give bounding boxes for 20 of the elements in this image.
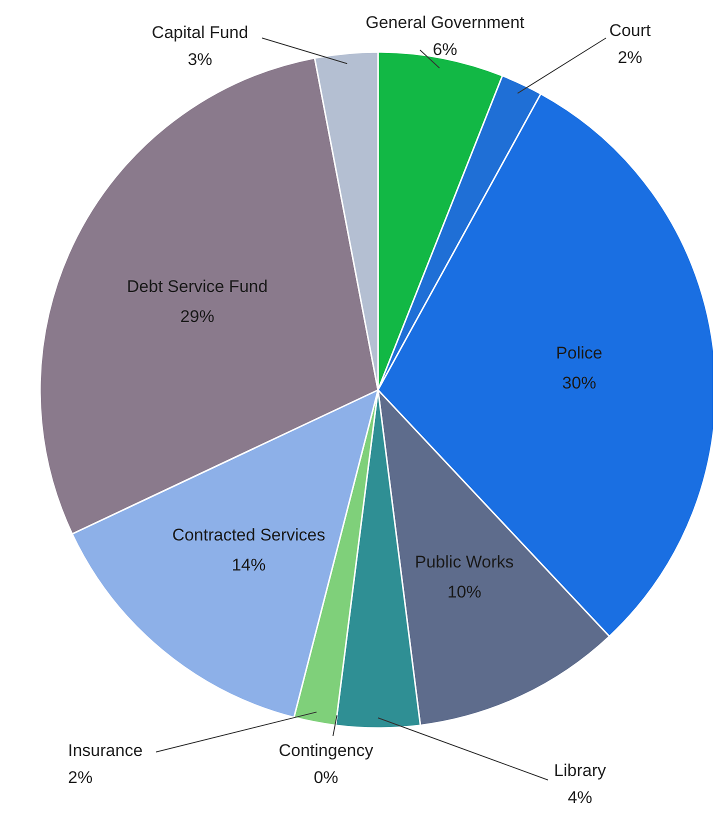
slice-label: General Government xyxy=(366,13,525,32)
text: 0% xyxy=(314,768,338,787)
slice-label: Library xyxy=(554,761,606,780)
data-label: 14% xyxy=(232,555,266,574)
slice-label: Police xyxy=(556,344,602,363)
data-label: 30% xyxy=(562,374,596,393)
slice-label: Insurance xyxy=(68,741,143,760)
data-label: 2% xyxy=(68,768,93,787)
slice-label: Public Works xyxy=(414,552,514,572)
data-label: 2% xyxy=(618,48,642,67)
slice-label: Court xyxy=(609,21,652,40)
slice-label: Debt Service Fund xyxy=(126,276,268,296)
legend-label: Contingency xyxy=(278,741,374,760)
data-label: 4% xyxy=(568,788,592,807)
data-label: 29% xyxy=(180,306,214,326)
data-label: 10% xyxy=(447,582,482,602)
slice-label: Capital Fund xyxy=(152,23,248,42)
data-label: 3% xyxy=(188,50,212,69)
data-label: 6% xyxy=(432,40,458,59)
slice-label: Contracted Services xyxy=(172,525,326,544)
